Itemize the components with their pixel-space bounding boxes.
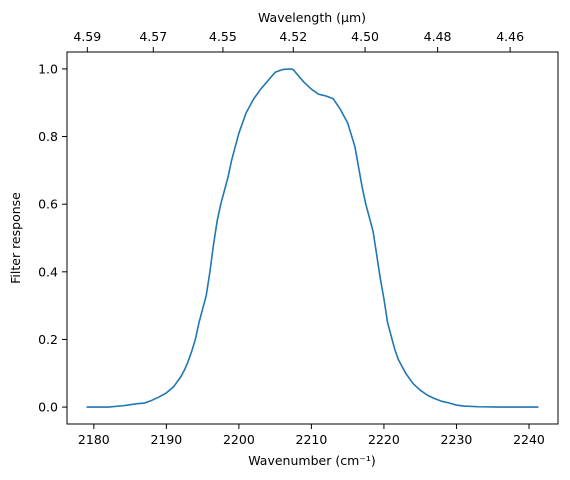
top-x-axis: 4.59 4.57 4.55 4.52 4.50 4.48 4.46: [73, 29, 524, 52]
top-x-axis-label: Wavelength (μm): [258, 10, 366, 25]
x-tick-label: 2200: [223, 432, 255, 447]
x-axis-label: Wavenumber (cm⁻¹): [248, 453, 375, 468]
y-tick-label: 0.8: [38, 129, 58, 144]
y-tick-label: 0.4: [38, 264, 58, 279]
top-tick-label: 4.46: [496, 29, 524, 44]
y-tick-label: 0.0: [38, 400, 58, 415]
x-tick-label: 2240: [513, 432, 545, 447]
x-tick-label: 2220: [368, 432, 400, 447]
bottom-x-axis: 2180 2190 2200 2210 2220 2230 2240: [78, 424, 545, 447]
y-tick-label: 1.0: [38, 61, 58, 76]
x-tick-label: 2230: [441, 432, 473, 447]
x-tick-label: 2180: [78, 432, 110, 447]
top-tick-label: 4.57: [139, 29, 167, 44]
filter-response-line: [86, 68, 539, 408]
top-tick-label: 4.52: [279, 29, 307, 44]
x-tick-label: 2190: [150, 432, 182, 447]
y-axis-label: Filter response: [8, 192, 23, 284]
y-tick-label: 0.6: [38, 197, 58, 212]
plot-area: [66, 51, 559, 425]
y-axis: 0.0 0.2 0.4 0.6 0.8 1.0: [38, 61, 67, 415]
top-tick-label: 4.55: [209, 29, 237, 44]
x-tick-label: 2210: [296, 432, 328, 447]
top-tick-label: 4.48: [424, 29, 452, 44]
top-tick-label: 4.59: [73, 29, 101, 44]
top-tick-label: 4.50: [351, 29, 379, 44]
y-tick-label: 0.2: [38, 332, 58, 347]
